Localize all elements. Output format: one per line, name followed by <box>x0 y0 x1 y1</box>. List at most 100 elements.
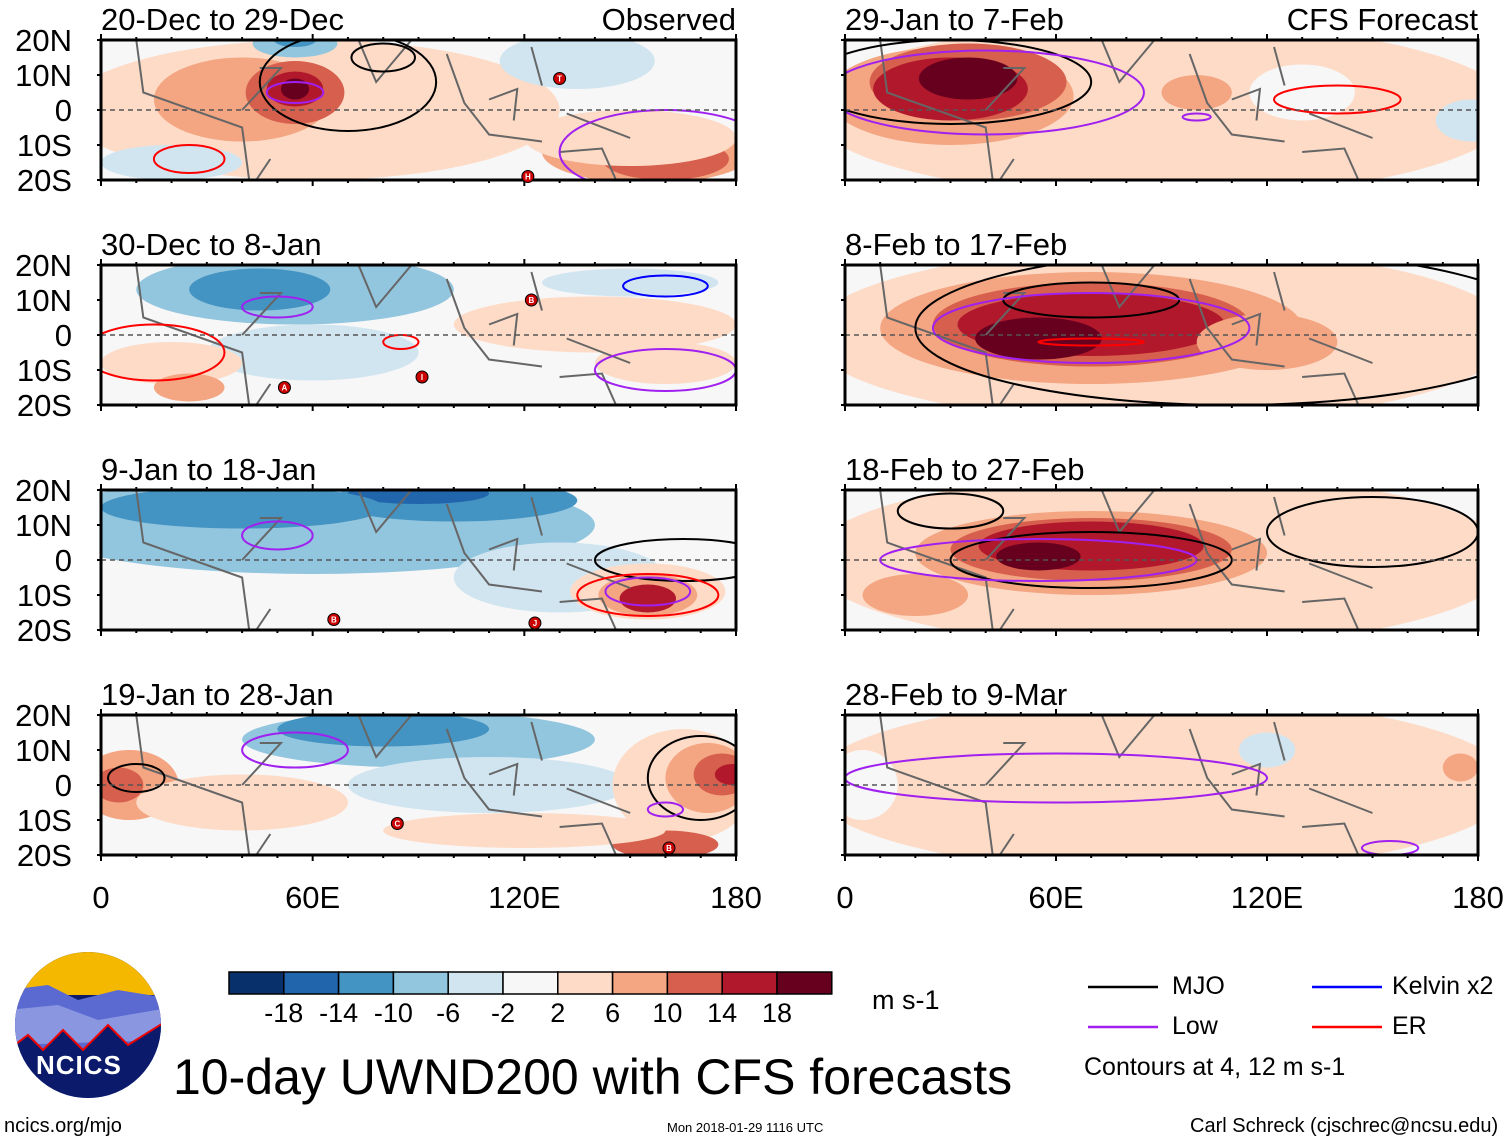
panel-title: 28-Feb to 9-Mar <box>845 677 1068 712</box>
lat-tick-label: 20N <box>15 698 72 733</box>
lat-tick-label: 10S <box>16 353 72 388</box>
contour-line <box>1002 281 1181 319</box>
colorbar-swatch <box>228 971 285 995</box>
lat-tick-label: 20N <box>15 248 72 283</box>
contour-line <box>646 735 736 821</box>
legend-label: MJO <box>1172 972 1225 1000</box>
anomaly-region <box>524 110 736 166</box>
colorbar-label: -10 <box>373 998 413 1028</box>
tropical-cyclone-icon <box>553 72 567 85</box>
contour-line <box>576 573 720 617</box>
tropical-cyclone-icon <box>528 616 542 630</box>
anomaly-region <box>1442 753 1478 782</box>
map-panel <box>841 259 1480 411</box>
lon-tick-label: 0 <box>836 880 854 915</box>
legend-label: Kelvin x2 <box>1392 972 1494 1000</box>
contour-note: Contours at 4, 12 m s-1 <box>1084 1053 1346 1081</box>
anomaly-region <box>1238 732 1296 768</box>
lat-tick-label: 20S <box>16 613 72 648</box>
colorbar-swatch <box>502 971 559 995</box>
lat-tick-label: 10S <box>16 578 72 613</box>
colorbar-label: 2 <box>550 998 566 1028</box>
map-panel <box>841 34 1480 186</box>
lat-tick-label: 0 <box>54 543 72 578</box>
lat-tick-label: 10N <box>15 58 72 93</box>
contour-line <box>949 531 1233 589</box>
lat-tick-label: 10N <box>15 283 72 318</box>
contour-line <box>914 265 1478 405</box>
contour-line <box>845 752 1268 804</box>
anomaly-region <box>1161 75 1232 110</box>
panel-title: 29-Jan to 7-Feb <box>845 2 1064 37</box>
contour-line <box>107 763 166 793</box>
contour-line <box>593 348 736 392</box>
contour-line <box>1266 496 1478 568</box>
lon-tick-label: 0 <box>92 880 110 915</box>
anomaly-region <box>280 78 310 100</box>
anomaly-region <box>1196 314 1338 370</box>
storm-letter: C <box>394 820 400 829</box>
map-panel <box>841 709 1480 861</box>
colorbar-label: -14 <box>319 998 359 1028</box>
map-panel: TH <box>97 34 738 186</box>
tropical-cyclone-icon <box>521 170 535 183</box>
footer-timestamp: Mon 2018-01-29 1116 UTC <box>667 1120 824 1135</box>
contour-line <box>241 295 314 319</box>
storm-letter: A <box>282 384 288 393</box>
map-panel <box>841 484 1480 636</box>
lat-tick-label: 0 <box>54 318 72 353</box>
colorbar-swatch <box>557 971 614 995</box>
legend-label: ER <box>1392 1012 1427 1040</box>
map-panel: B A I <box>97 259 738 411</box>
anomaly-region <box>252 40 338 58</box>
storm-letter: T <box>557 75 562 84</box>
lon-tick-label: 120E <box>488 880 561 915</box>
panel-tag: Observed <box>601 2 736 37</box>
contour-line <box>265 81 325 104</box>
storm-letter: B <box>666 844 672 853</box>
colorbar-swatch <box>611 971 669 995</box>
colorbar-swatch <box>392 971 449 995</box>
figure-title: 10-day UWND200 with CFS forecasts <box>173 1049 1013 1105</box>
contour-line <box>101 323 226 382</box>
footer-url: ncics.org/mjo <box>4 1115 122 1137</box>
anomaly-region <box>862 574 969 616</box>
colorbar-swatch <box>337 971 395 995</box>
panel-title: 19-Jan to 28-Jan <box>101 677 334 712</box>
contour-line <box>646 801 685 818</box>
anomaly-region <box>619 584 677 613</box>
contour-line <box>152 144 226 174</box>
anomaly-region <box>277 715 490 747</box>
contour-line <box>622 274 709 298</box>
lat-tick-label: 10N <box>15 508 72 543</box>
units-label: m s-1 <box>872 985 940 1015</box>
tropical-cyclone-icon <box>277 381 291 394</box>
colorbar-label: 18 <box>761 998 793 1028</box>
lat-tick-label: 20N <box>15 473 72 508</box>
colorbar-swatch <box>721 971 778 995</box>
lon-tick-label: 120E <box>1230 880 1304 915</box>
contour-line <box>1037 337 1145 347</box>
storm-letter: B <box>331 616 337 625</box>
contour-line <box>1181 112 1212 122</box>
contour-line <box>845 40 1093 125</box>
anomaly-region <box>1249 64 1355 121</box>
ncics-logo <box>15 952 161 1098</box>
lon-tick-label: 180 <box>710 880 762 915</box>
lat-tick-label: 0 <box>54 768 72 803</box>
contour-line <box>558 109 736 180</box>
lat-tick-label: 20S <box>16 163 72 198</box>
anomaly-region <box>101 490 384 529</box>
footer-author: Carl Schreck (cjschrec@ncsu.edu) <box>1190 1115 1499 1137</box>
contour-line <box>1273 84 1402 115</box>
lon-tick-label: 60E <box>1028 880 1084 915</box>
contour-line <box>604 576 692 607</box>
contour-line <box>241 520 314 551</box>
colorbar-label: -6 <box>436 998 461 1028</box>
anomaly-region <box>189 268 331 311</box>
panel-title: 18-Feb to 27-Feb <box>845 452 1085 487</box>
colorbar-label: 14 <box>707 998 738 1028</box>
tropical-cyclone-icon <box>524 293 538 307</box>
